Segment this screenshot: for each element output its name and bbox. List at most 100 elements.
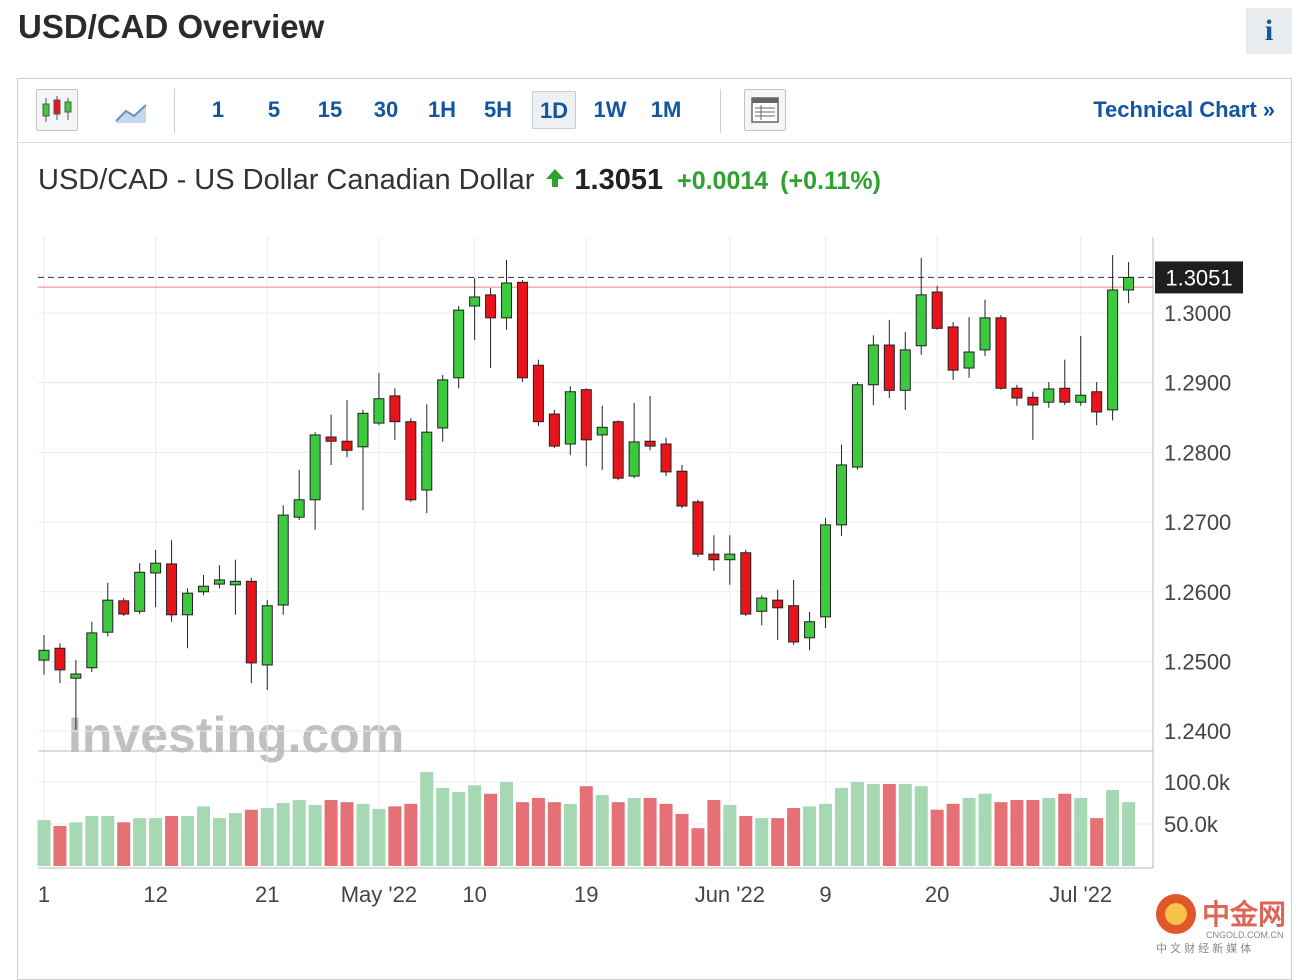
interval-button[interactable]: 5H [483,97,513,122]
candle-body [724,553,736,561]
candle-body [564,391,576,445]
logo-mark-inner [1165,903,1187,925]
toolbar: 1 5 15 30 1H 5H 1D 1W 1M Technical Chart » [18,79,1291,143]
x-tick-label: 20 [925,882,949,907]
price-change-percent: (+0.11%) [780,167,881,195]
volume-bar [500,781,514,866]
table-icon [751,97,779,123]
technical-chart-link[interactable]: Technical Chart » [1093,97,1275,122]
interval-button[interactable]: 1M [650,97,682,122]
candle-body [469,296,481,307]
candle-body [1059,387,1071,403]
volume-bar [276,802,290,866]
volume-bar [420,771,434,866]
logo-domain: CNGOLD.COM.CN [1206,930,1284,940]
candle-body [134,571,146,612]
candle-body [931,291,943,329]
candle-body [580,389,592,441]
candle-body [357,412,369,448]
candle-body [1091,391,1103,413]
volume-bar [165,816,179,866]
volume-bar [515,802,529,866]
line-type-button[interactable] [112,91,152,136]
candle-body [1107,289,1119,411]
volume-bar [228,813,242,866]
candle-body [197,585,209,593]
volume-bar [117,822,131,866]
interval-button[interactable]: 1D [532,91,576,129]
candle-body [867,344,879,386]
interval-button[interactable]: 1W [593,97,627,122]
interval-button[interactable]: 5 [267,97,281,122]
volume-bar [627,797,641,866]
y-tick-label: 1.2600 [1164,580,1231,605]
candle-body [166,563,178,616]
info-button[interactable]: i [1246,8,1292,54]
candle-body [708,553,720,561]
interval-button[interactable]: 1 [211,97,225,122]
candle-body [118,600,130,615]
volume-bar [611,802,625,866]
y-tick-label: 1.2900 [1164,371,1231,396]
candle-body [979,317,991,351]
volume-bar [196,806,210,866]
volume-bar [691,828,705,866]
y-tick-label: 1.2800 [1164,440,1231,465]
candle-body [788,605,800,643]
y2-tick-label: 100.0k [1164,770,1231,795]
candle-body [1123,276,1135,291]
candle-body [1011,387,1023,399]
candle-body [915,294,927,347]
candle-body [772,599,784,609]
x-tick-label: 21 [255,882,279,907]
candle-body [1075,394,1087,403]
candle-body [261,605,273,666]
quote-header: USD/CAD - US Dollar Canadian Dollar 1.30… [38,164,881,197]
volume-bar [149,818,163,866]
interval-button[interactable]: 1H [427,97,457,122]
volume-bar [1074,797,1088,866]
volume-bar [69,822,83,866]
volume-bar [595,795,609,866]
candle-body [54,647,66,671]
volume-bar [962,797,976,866]
volume-bar [547,802,561,866]
y-tick-label: 1.2500 [1164,649,1231,674]
candle-body [899,349,911,391]
candle-type-button[interactable] [36,89,78,131]
x-tick-label: 9 [819,882,831,907]
volume-bar [372,808,386,866]
volume-bar [1026,800,1040,866]
volume-bar [133,818,147,866]
candle-body [835,464,847,526]
volume-bar [101,816,115,866]
toolbar-separator [174,89,175,133]
volume-bar [771,818,785,866]
volume-bar [436,787,450,866]
candle-body [963,351,975,369]
last-price-label: 1.3051 [1165,265,1232,290]
volume-bar [898,784,912,866]
candle-body [692,501,704,555]
volume-bar [563,803,577,866]
volume-bar [707,800,721,866]
volume-bar [850,781,864,866]
candle-body [740,552,752,615]
volume-bar [930,809,944,866]
candle-body [883,344,895,391]
candle-body [405,421,417,501]
volume-bar [388,806,402,866]
volume-bar [1010,800,1024,866]
interval-button[interactable]: 30 [373,97,399,122]
interval-button[interactable]: 15 [317,97,343,122]
table-button[interactable] [744,89,786,131]
candle-body [596,426,608,436]
candle-body [947,326,959,371]
candle-body [102,599,114,633]
last-price-tag [1155,261,1243,294]
x-tick-label: 1 [38,882,50,907]
volume-bar [1090,818,1104,866]
candle-body [453,309,465,379]
